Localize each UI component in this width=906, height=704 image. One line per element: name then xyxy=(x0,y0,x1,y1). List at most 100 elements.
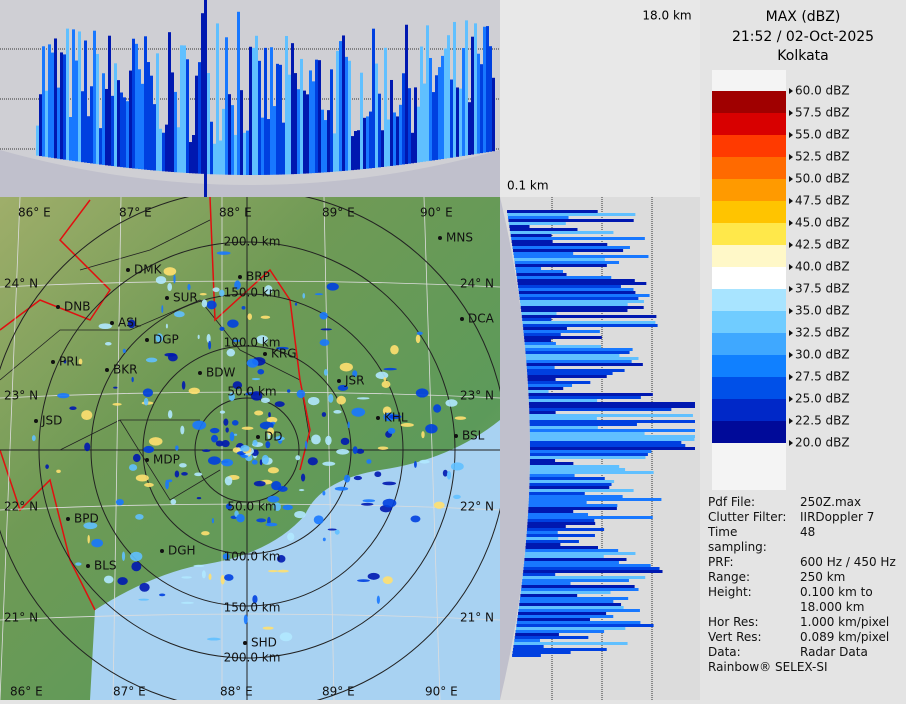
echo xyxy=(236,513,245,523)
echo-column xyxy=(399,104,402,165)
echo-row xyxy=(529,429,695,432)
echo-column xyxy=(291,43,294,175)
info-key: Hor Res: xyxy=(708,615,759,629)
legend-label: 42.5 dBZ xyxy=(795,238,850,252)
echo xyxy=(132,453,141,463)
echo-row xyxy=(519,600,614,603)
echo-row xyxy=(527,516,653,519)
echo-row xyxy=(512,648,607,651)
echo-row xyxy=(521,588,639,591)
echo-row xyxy=(529,474,575,477)
echo xyxy=(207,456,221,465)
city-dot xyxy=(105,368,109,372)
echo-row xyxy=(529,408,672,411)
echo xyxy=(210,434,219,443)
info-value: 0.089 km/pixel xyxy=(800,630,890,644)
legend-tick xyxy=(789,264,793,270)
echo xyxy=(390,344,399,355)
echo-column xyxy=(489,46,492,152)
city-dot xyxy=(110,321,114,325)
echo xyxy=(376,595,380,605)
lon-label: 87° E xyxy=(113,685,146,699)
lat-label: 22° N xyxy=(4,500,38,514)
echo-row xyxy=(515,633,559,636)
echo xyxy=(352,370,358,378)
echo xyxy=(277,569,289,573)
echo xyxy=(206,333,211,343)
city-dot xyxy=(337,379,341,383)
echo-row xyxy=(529,459,556,462)
echo xyxy=(377,446,389,450)
legend-tick xyxy=(789,286,793,292)
echo xyxy=(135,474,149,482)
echo-column xyxy=(102,73,105,165)
echo-column xyxy=(120,92,123,168)
echo xyxy=(128,464,138,471)
city-label: BSL xyxy=(462,429,485,443)
echo xyxy=(352,446,358,455)
echo-row xyxy=(527,513,589,516)
info-row: PRF: 600 Hz / 450 Hz xyxy=(708,555,903,570)
echo xyxy=(260,397,270,403)
echo xyxy=(383,367,397,371)
echo-column xyxy=(225,37,228,175)
echo xyxy=(159,593,166,597)
echo-row xyxy=(516,273,567,276)
echo-column xyxy=(255,35,258,175)
echo-column xyxy=(492,77,495,152)
echo-column xyxy=(432,92,435,161)
echo-row xyxy=(511,240,553,243)
echo xyxy=(325,435,332,446)
echo xyxy=(382,481,397,486)
info-key: Time sampling: xyxy=(708,525,767,554)
echo xyxy=(87,534,90,544)
echo-column xyxy=(339,41,342,172)
info-row: Data: Radar Data xyxy=(708,645,903,660)
info-key: Pdf File: xyxy=(708,495,756,509)
echo-row xyxy=(528,396,641,399)
echo-column xyxy=(135,43,138,169)
echo-row xyxy=(508,222,566,225)
echo xyxy=(221,458,234,467)
echo xyxy=(267,569,278,573)
info-key: Clutter Filter: xyxy=(708,510,787,524)
echo xyxy=(453,494,461,499)
echo xyxy=(216,251,231,255)
echo-column xyxy=(372,28,375,169)
legend-label: 25.0 dBZ xyxy=(795,392,850,406)
footer: Rainbow® SELEX-SI xyxy=(708,660,828,674)
legend-swatch xyxy=(712,157,786,179)
echo-column xyxy=(69,116,72,161)
echo xyxy=(282,504,293,511)
city-dot xyxy=(198,371,202,375)
legend-swatch xyxy=(712,311,786,333)
echo-column xyxy=(411,132,414,164)
echo-row xyxy=(510,231,614,234)
echo-row xyxy=(529,435,695,438)
city-label: JSR xyxy=(344,374,365,388)
echo xyxy=(211,518,214,524)
echo-column xyxy=(324,120,327,173)
echo xyxy=(433,404,442,413)
echo-column xyxy=(447,35,450,159)
echo-row xyxy=(528,501,587,504)
echo-row xyxy=(518,285,621,288)
city-label: KHL xyxy=(384,411,408,425)
info-row: Pdf File: 250Z.max xyxy=(708,495,903,510)
echo-row xyxy=(524,558,627,561)
legend-tick xyxy=(789,308,793,314)
echo xyxy=(264,285,273,295)
echo xyxy=(336,395,347,405)
echo-row xyxy=(529,462,574,465)
echo xyxy=(103,575,114,584)
echo xyxy=(343,474,351,483)
echo xyxy=(181,472,188,476)
echo xyxy=(219,326,225,331)
echo-column xyxy=(192,134,195,174)
echo xyxy=(340,437,350,446)
echo-row xyxy=(522,579,629,582)
echo-column xyxy=(87,116,90,163)
legend-swatch xyxy=(712,267,786,289)
echo-column xyxy=(303,90,306,174)
city-label: SHD xyxy=(251,636,277,650)
